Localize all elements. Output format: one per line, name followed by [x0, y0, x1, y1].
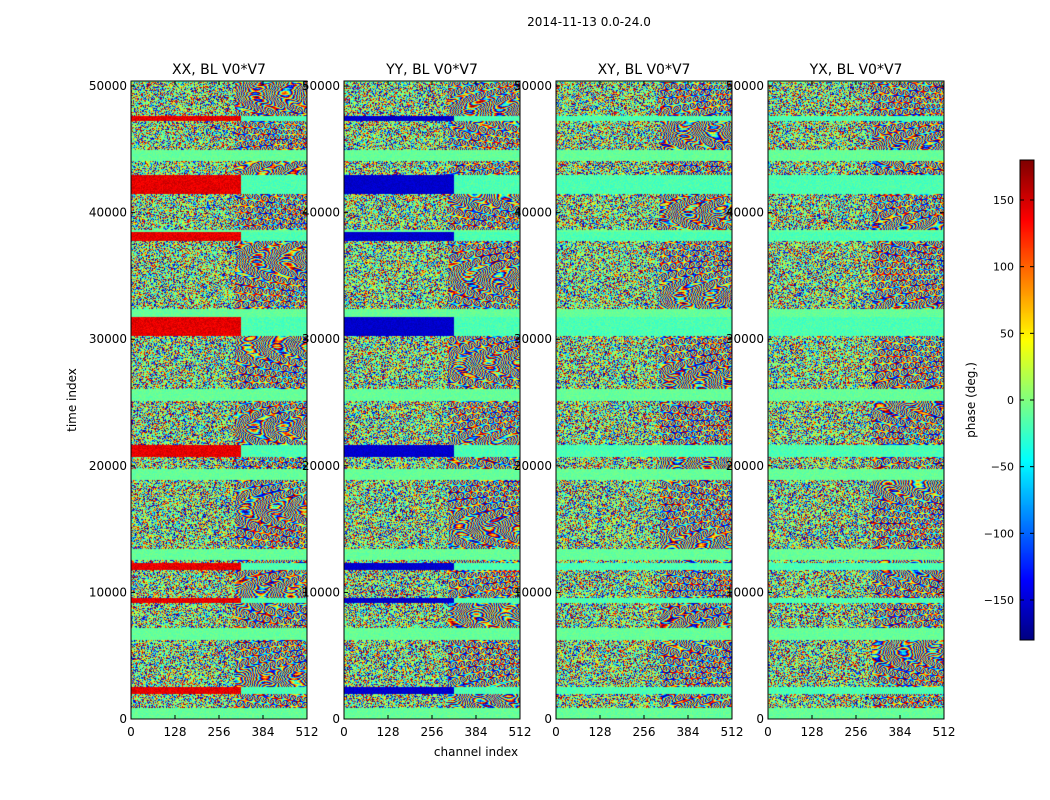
y-tick-label: 0: [544, 712, 552, 726]
y-axis-label: time index: [65, 368, 79, 432]
y-tick-label: 10000: [726, 585, 764, 599]
heatmap-image: [131, 81, 307, 719]
panel-title: XX, BL V0*V7: [172, 62, 266, 78]
panels-group: XX, BL V0*V7 0 128 256 384 512 0 10000 20000 3000…: [89, 62, 956, 739]
y-tick-label: 30000: [726, 332, 764, 346]
x-tick-label: 128: [801, 725, 824, 739]
x-tick-label: 0: [340, 725, 348, 739]
x-axis-label: channel index: [434, 745, 518, 759]
panel-xy: XY, BL V0*V7 0 128 256 384 512 0 10000 20000 3000…: [514, 62, 744, 739]
colorbar-tick-label: −150: [984, 594, 1014, 607]
x-tick-label: 0: [764, 725, 772, 739]
x-tick-label: 384: [889, 725, 912, 739]
y-tick-label: 20000: [514, 459, 552, 473]
x-tick-label: 128: [377, 725, 400, 739]
y-tick-label: 30000: [89, 332, 127, 346]
colorbar-tick-label: 100: [993, 261, 1014, 274]
x-tick-label: 0: [552, 725, 560, 739]
x-tick-label: 512: [721, 725, 744, 739]
y-tick-label: 50000: [514, 79, 552, 93]
y-tick-label: 40000: [89, 206, 127, 220]
colorbar-tick-label: −100: [984, 527, 1014, 540]
y-tick-label: 20000: [726, 459, 764, 473]
y-tick-label: 40000: [514, 206, 552, 220]
panel-title: YX, BL V0*V7: [809, 62, 903, 78]
x-tick-label: 256: [633, 725, 656, 739]
x-tick-label: 0: [127, 725, 135, 739]
x-tick-label: 128: [589, 725, 612, 739]
y-tick-label: 40000: [726, 206, 764, 220]
colorbar-tick-label: 150: [993, 194, 1014, 207]
y-tick-label: 50000: [302, 79, 340, 93]
panel-xx: XX, BL V0*V7 0 128 256 384 512 0 10000 20000 3000…: [89, 62, 319, 739]
x-tick-label: 384: [465, 725, 488, 739]
y-tick-label: 10000: [89, 585, 127, 599]
x-tick-label: 512: [509, 725, 532, 739]
colorbar-tick-label: 50: [1000, 327, 1014, 340]
x-tick-label: 512: [933, 725, 956, 739]
x-tick-label: 256: [208, 725, 231, 739]
panel-yy: YY, BL V0*V7 0 128 256 384 512 0 10000 20000 3000…: [302, 62, 532, 739]
x-tick-label: 384: [252, 725, 275, 739]
colorbar-tick-label: −50: [991, 461, 1014, 474]
x-tick-label: 128: [164, 725, 187, 739]
x-tick-label: 256: [845, 725, 868, 739]
panel-yx: YX, BL V0*V7 0 128 256 384 512 0 10000 20000 3000…: [726, 62, 956, 739]
heatmap-image: [344, 81, 520, 719]
colorbar-tick-label: 0: [1007, 394, 1014, 407]
y-tick-label: 0: [332, 712, 340, 726]
x-tick-label: 256: [421, 725, 444, 739]
colorbar-gradient: [1020, 160, 1034, 640]
colorbar: 150 100 50 0 −50 −100 −150: [984, 159, 1035, 641]
figure-suptitle: 2014-11-13 0.0-24.0: [527, 15, 651, 29]
heatmap-image: [556, 81, 732, 719]
y-tick-label: 30000: [302, 332, 340, 346]
y-tick-label: 40000: [302, 206, 340, 220]
y-tick-label: 0: [756, 712, 764, 726]
colorbar-label: phase (deg.): [964, 362, 978, 438]
panel-title: YY, BL V0*V7: [385, 62, 478, 78]
y-tick-label: 20000: [302, 459, 340, 473]
y-tick-label: 50000: [89, 79, 127, 93]
y-tick-label: 20000: [89, 459, 127, 473]
heatmap-image: [768, 81, 944, 719]
y-tick-label: 0: [119, 712, 127, 726]
y-tick-label: 10000: [514, 585, 552, 599]
x-tick-label: 384: [677, 725, 700, 739]
y-tick-label: 10000: [302, 585, 340, 599]
x-tick-label: 512: [296, 725, 319, 739]
y-tick-label: 50000: [726, 79, 764, 93]
panel-title: XY, BL V0*V7: [598, 62, 691, 78]
y-tick-label: 30000: [514, 332, 552, 346]
